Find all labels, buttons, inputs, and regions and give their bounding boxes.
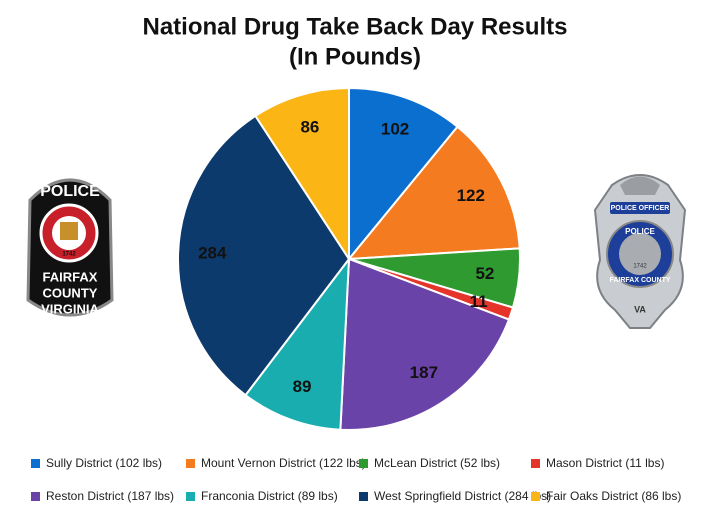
pie-slice — [339, 257, 511, 431]
legend-label: West Springfield District (284 lbs) — [374, 489, 551, 503]
data-label: 89 — [293, 377, 312, 396]
chart-title: National Drug Take Back Day Results — [142, 13, 567, 40]
badge-crest — [60, 222, 78, 240]
data-label: 122 — [457, 186, 485, 205]
pie-slice — [254, 86, 350, 263]
badge-banner — [610, 202, 670, 214]
legend-swatch — [531, 459, 540, 468]
right-badge: POLICE OFFICER POLICE 1742 FAIRFAX COUNT… — [593, 174, 687, 329]
legend-swatch — [31, 492, 40, 501]
pie-slice — [244, 255, 351, 431]
legend-label: Reston District (187 lbs) — [46, 489, 174, 503]
chart-subtitle: (In Pounds) — [289, 43, 421, 70]
badge-state: VA — [634, 304, 646, 314]
badge-year: 1742 — [633, 264, 647, 270]
badge-seal — [619, 233, 661, 275]
pie-slice — [177, 114, 351, 397]
badge-line: COUNTY — [43, 285, 98, 300]
badge-title: POLICE — [40, 183, 100, 200]
data-label: 284 — [198, 244, 227, 263]
badge-year: 1742 — [62, 252, 76, 258]
legend-label: Franconia District (89 lbs) — [201, 489, 338, 503]
legend-label: Fair Oaks District (86 lbs) — [546, 489, 681, 503]
legend-swatch — [186, 492, 195, 501]
legend-label: Mason District (11 lbs) — [546, 456, 664, 470]
legend-swatch — [31, 459, 40, 468]
data-label: 86 — [300, 117, 319, 136]
left-badge: POLICE 1742 FAIRFAX COUNTY VIRGINIA — [26, 178, 114, 317]
data-label: 11 — [470, 292, 488, 311]
badge-county: FAIRFAX COUNTY — [609, 277, 670, 284]
legend-swatch — [186, 459, 195, 468]
legend-swatch — [359, 492, 368, 501]
pie-slice — [346, 125, 521, 261]
badge-line: VIRGINIA — [41, 301, 99, 316]
badge-title: POLICE OFFICER — [611, 205, 670, 212]
pie-slice — [348, 86, 459, 262]
legend-label: McLean District (52 lbs) — [374, 456, 500, 470]
badge-eagle — [620, 176, 660, 195]
badge-line: FAIRFAX — [43, 269, 98, 284]
badge-band: POLICE — [625, 227, 655, 236]
data-label: 102 — [381, 120, 409, 139]
legend-swatch — [359, 459, 368, 468]
legend-label: Mount Vernon District (122 lbs) — [201, 456, 366, 470]
legend-label: Sully District (102 lbs) — [46, 456, 162, 470]
data-label: 52 — [475, 264, 494, 283]
data-label: 187 — [410, 363, 438, 382]
legend-swatch — [531, 492, 540, 501]
